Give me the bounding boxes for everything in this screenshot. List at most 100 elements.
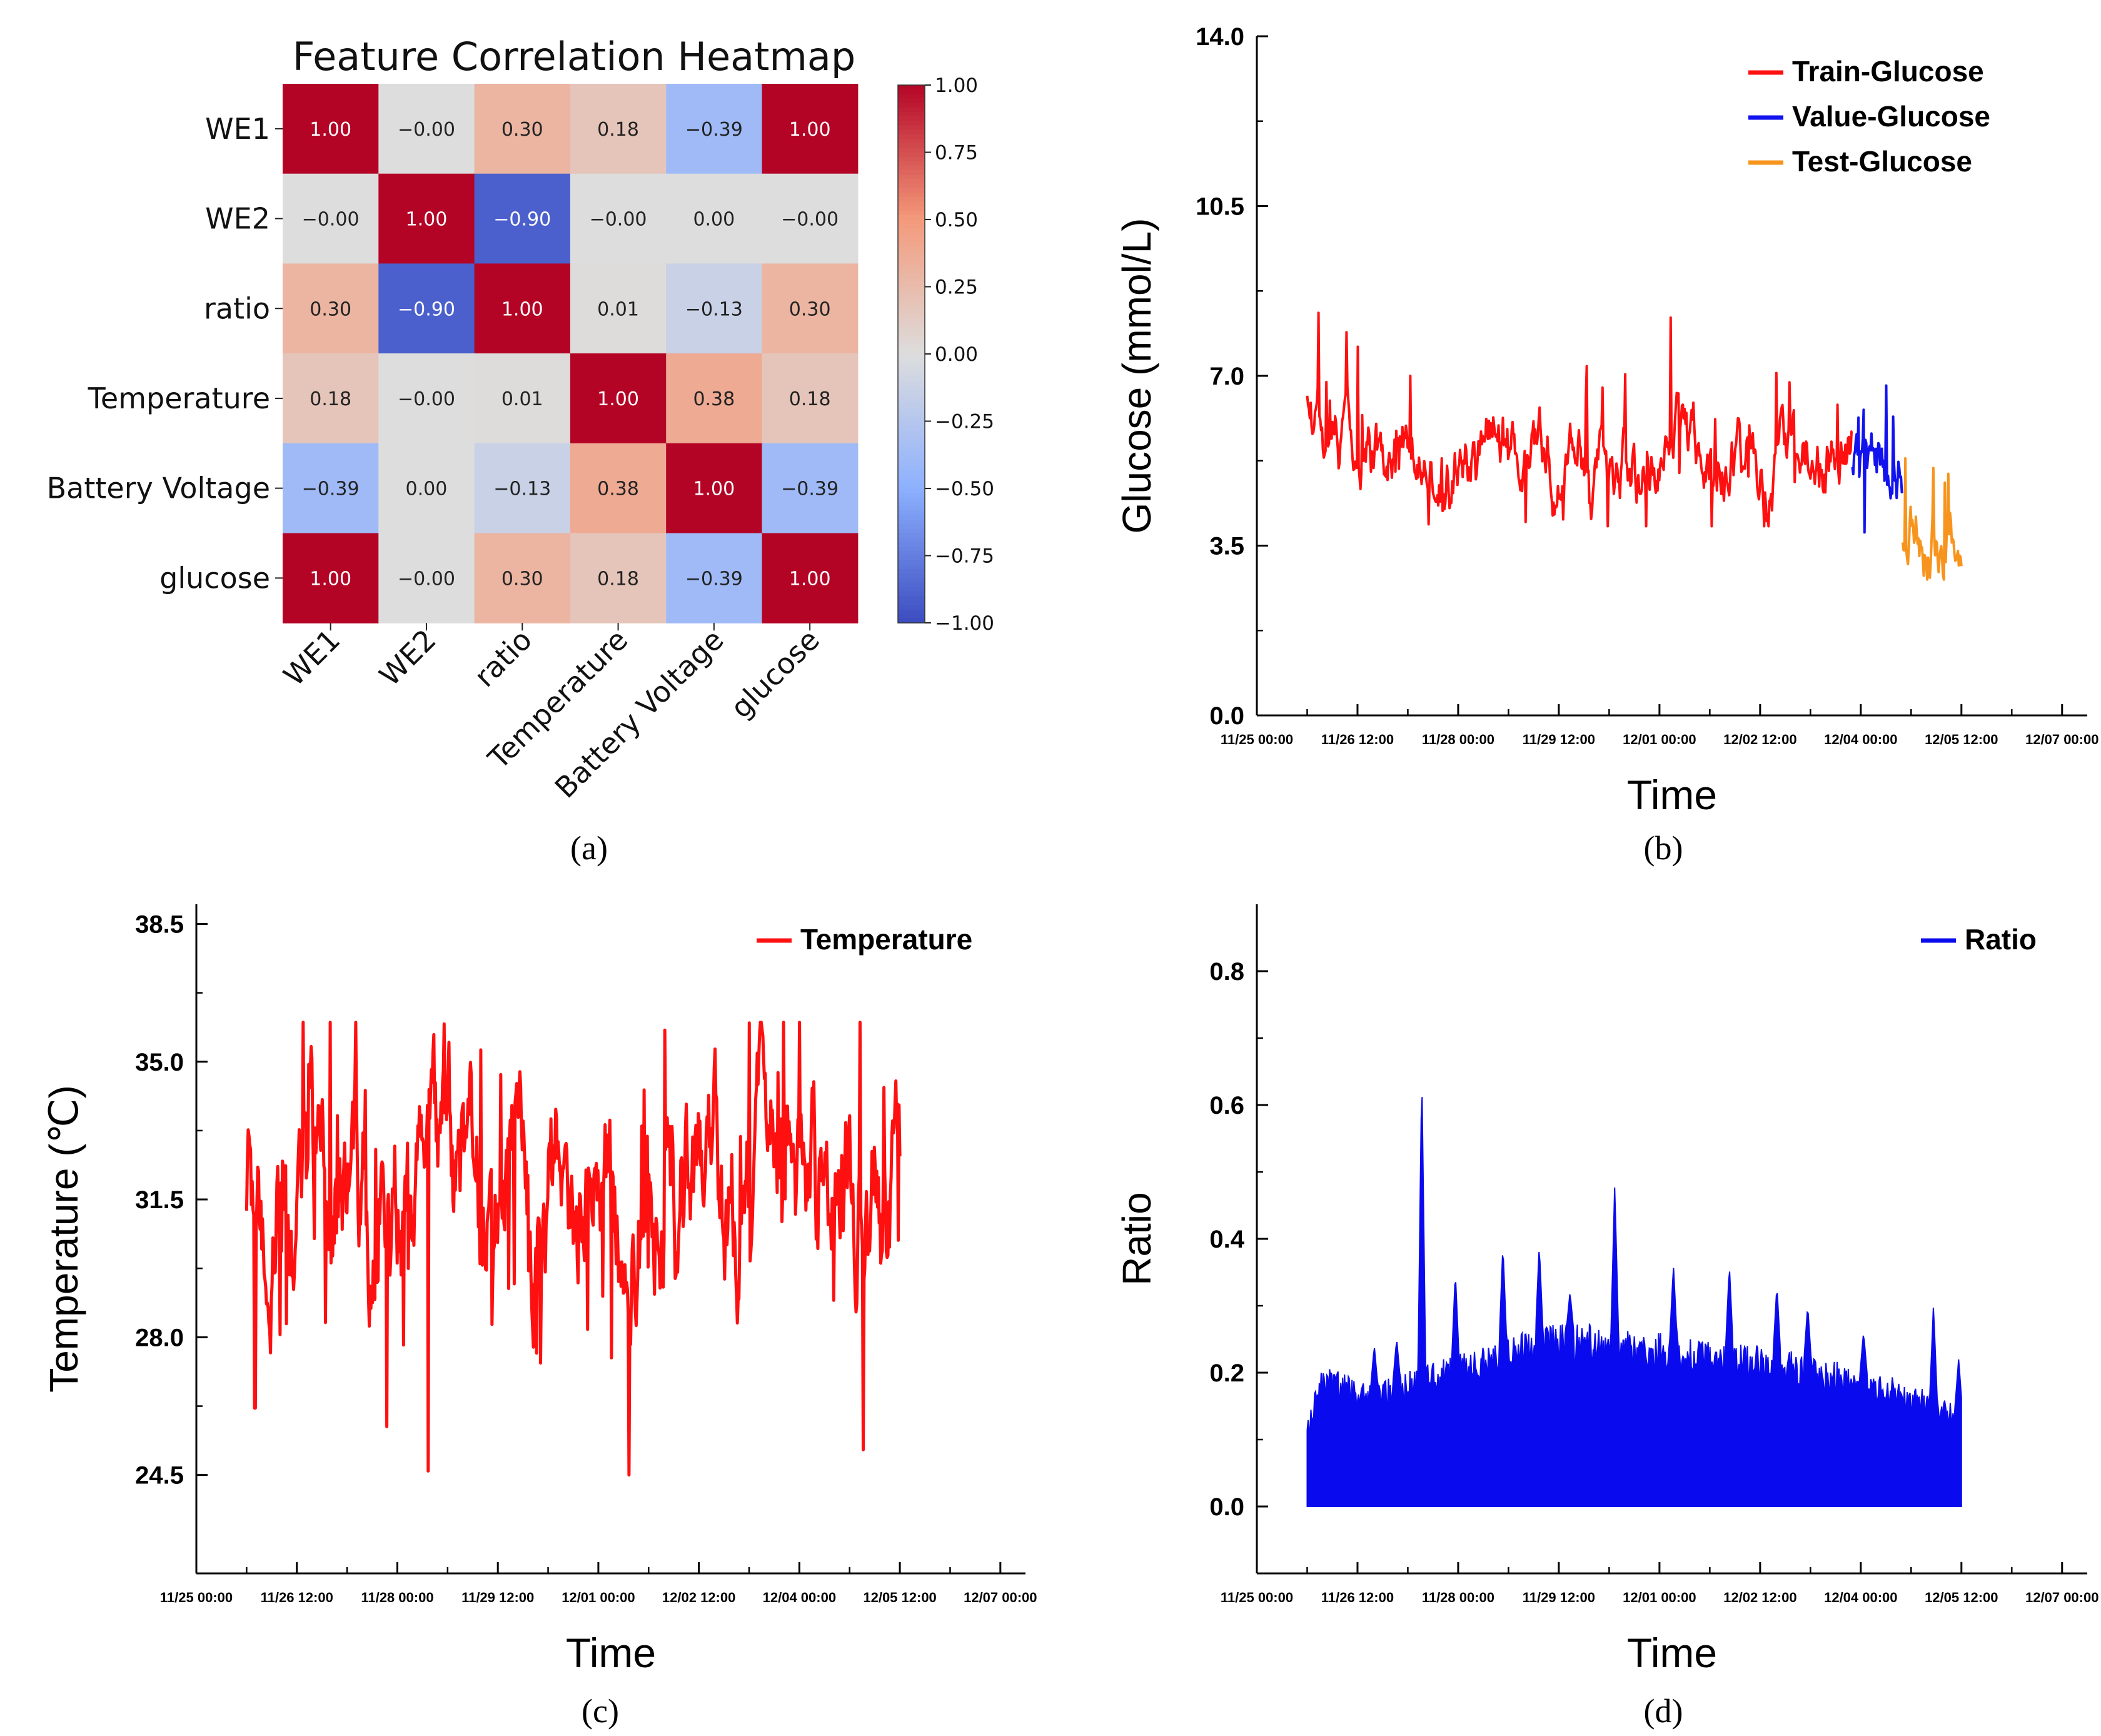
colorbar-segment — [898, 412, 925, 418]
colorbar-tick-label: 0.50 — [935, 209, 978, 231]
heatmap-value-label: −0.39 — [781, 478, 839, 500]
colorbar-segment — [898, 354, 925, 359]
colorbar-segment — [898, 457, 925, 462]
colorbar-segment — [898, 416, 925, 422]
heatmap-cell — [666, 533, 763, 623]
x-tick-label: 12/05 12:00 — [863, 1590, 936, 1605]
heatmap-value-label: 1.00 — [310, 568, 351, 590]
colorbar-segment — [898, 143, 925, 149]
heatmap-cell — [762, 263, 859, 354]
heatmap-row-label: Battery Voltage — [47, 472, 270, 505]
colorbar-segment — [898, 345, 925, 350]
colorbar-segment — [898, 300, 925, 305]
x-tick-label: 11/26 12:00 — [261, 1590, 333, 1605]
heatmap-cell — [474, 173, 571, 264]
heatmap-cell — [378, 84, 475, 174]
x-axis-label: Time — [566, 1630, 656, 1676]
y-tick-label: 14.0 — [1196, 23, 1244, 51]
x-tick-label: 11/28 00:00 — [1422, 732, 1494, 747]
y-tick-label: 24.5 — [135, 1462, 184, 1490]
colorbar-segment — [898, 327, 925, 332]
y-tick-label: 38.5 — [135, 911, 184, 938]
colorbar-tick-label: 0.00 — [935, 343, 978, 366]
colorbar-segment — [898, 116, 925, 122]
colorbar-segment — [898, 125, 925, 131]
colorbar-segment — [898, 483, 925, 489]
ratio-panel: 0.0 0.2 0.4 0.6 0.8 11/25 00:00 11/26 12:00 11/… — [1114, 904, 2098, 1676]
x-axis-label: Time — [1627, 772, 1717, 818]
colorbar-segment — [898, 220, 925, 225]
x-tick-label: 12/04 00:00 — [1824, 1590, 1897, 1605]
heatmap-cell — [762, 353, 859, 444]
y-axis-label: Temperature (℃) — [41, 1085, 86, 1393]
heatmap-cell — [666, 173, 763, 264]
heatmap-value-label: 0.01 — [501, 388, 543, 410]
colorbar-segment — [898, 233, 925, 238]
colorbar-segment — [898, 381, 925, 386]
colorbar-segment — [898, 475, 925, 480]
colorbar-segment — [898, 403, 925, 408]
colorbar-segment — [898, 278, 925, 283]
colorbar-segment — [898, 134, 925, 139]
y-tick-label: 0.4 — [1209, 1226, 1244, 1253]
colorbar-segment — [898, 305, 925, 310]
heatmap-value-label: −0.00 — [302, 209, 360, 231]
colorbar-segment — [898, 139, 925, 144]
x-tick-label: 11/29 12:00 — [461, 1590, 534, 1605]
heatmap-value-label: 1.00 — [789, 568, 831, 590]
colorbar-segment — [898, 497, 925, 503]
heatmap-cell — [666, 353, 763, 444]
colorbar-segment — [898, 542, 925, 547]
x-tick-label: 12/01 00:00 — [562, 1590, 635, 1605]
x-tick-label: 11/29 12:00 — [1523, 732, 1595, 747]
colorbar-segment — [898, 152, 925, 158]
x-tick-label: 12/05 12:00 — [1925, 732, 1998, 747]
colorbar-tick-label: −0.50 — [935, 478, 994, 500]
panel-caption: (c) — [582, 1692, 619, 1730]
y-tick-label: 3.5 — [1209, 533, 1244, 560]
colorbar-segment — [898, 98, 925, 104]
colorbar-segment — [898, 596, 925, 601]
heatmap-cell — [474, 263, 571, 354]
heatmap-cell — [474, 353, 571, 444]
colorbar-segment — [898, 318, 925, 323]
colorbar-segment — [898, 170, 925, 176]
colorbar-segment — [898, 273, 925, 278]
colorbar-segment — [898, 587, 925, 592]
colorbar-segment — [898, 506, 925, 512]
x-tick-label: 12/05 12:00 — [1925, 1590, 1998, 1605]
colorbar-segment — [898, 193, 925, 198]
heatmap-value-label: −0.00 — [398, 568, 455, 590]
heatmap-col-label: WE1 — [277, 623, 347, 693]
y-tick-label: 10.5 — [1196, 193, 1244, 221]
legend-label: Test-Glucose — [1792, 145, 1972, 178]
colorbar-segment — [898, 331, 925, 337]
x-tick-label: 11/28 00:00 — [1422, 1590, 1494, 1605]
heatmap-cell — [283, 84, 379, 174]
heatmap-cell — [666, 84, 763, 174]
colorbar-tick-label: −0.25 — [935, 411, 994, 433]
heatmap-cell — [570, 263, 667, 354]
colorbar-segment — [898, 425, 925, 431]
colorbar-segment — [898, 237, 925, 243]
colorbar-segment — [898, 349, 925, 355]
legend-label: Train-Glucose — [1792, 55, 1984, 88]
heatmap-row-label: WE2 — [205, 202, 270, 236]
colorbar-segment — [898, 367, 925, 373]
colorbar-segment — [898, 291, 925, 296]
x-tick-label: 12/07 00:00 — [2025, 1590, 2098, 1605]
colorbar-segment — [898, 121, 925, 126]
colorbar-segment — [898, 470, 925, 476]
colorbar-segment — [898, 103, 925, 108]
ratio-area — [1306, 1097, 1962, 1507]
y-tick-label: 35.0 — [135, 1049, 184, 1076]
heatmap-cell — [666, 443, 763, 534]
heatmap-value-label: −0.00 — [398, 388, 455, 410]
x-tick-label: 12/02 12:00 — [1723, 732, 1796, 747]
x-tick-label: 11/29 12:00 — [1523, 1590, 1595, 1605]
heatmap-value-label: 1.00 — [693, 478, 735, 500]
heatmap-value-label: −0.39 — [685, 568, 743, 590]
x-tick-label: 11/26 12:00 — [1321, 1590, 1394, 1605]
x-tick-label: 11/28 00:00 — [361, 1590, 433, 1605]
y-tick-label: 0.2 — [1209, 1360, 1244, 1387]
